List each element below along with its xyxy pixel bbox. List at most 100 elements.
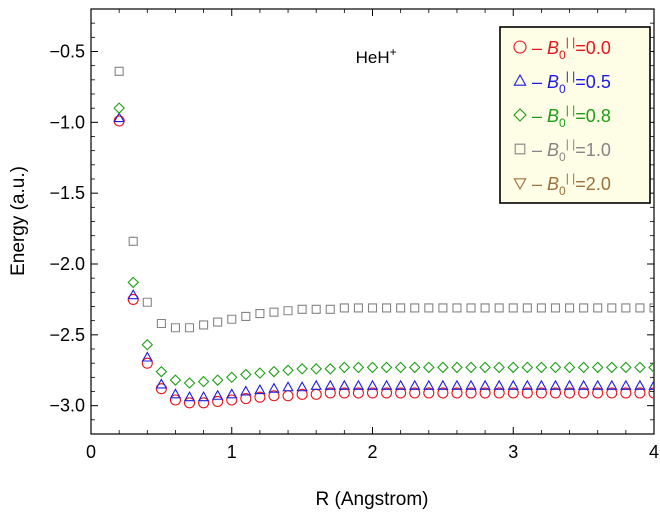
legend-label: – B0| |=0.0 <box>532 35 611 62</box>
data-point <box>535 361 548 374</box>
data-point <box>535 379 548 390</box>
data-point <box>395 387 407 399</box>
legend-entry: – B0| |=2.0 <box>513 171 611 198</box>
data-point <box>240 385 252 396</box>
data-point <box>141 351 153 362</box>
legend-superscript: | | <box>566 171 576 185</box>
data-point <box>141 357 153 369</box>
data-point <box>127 276 140 289</box>
data-point <box>648 379 654 390</box>
data-point <box>423 379 435 390</box>
y-tick-label: −1.0 <box>49 112 85 132</box>
legend-superscript: | | <box>566 137 576 151</box>
data-point <box>198 397 210 409</box>
legend-marker <box>513 40 527 54</box>
data-point <box>521 379 534 390</box>
y-tick-label: −2.5 <box>49 325 85 345</box>
data-point <box>409 379 421 390</box>
data-point <box>113 111 125 123</box>
data-point <box>310 388 322 400</box>
data-point <box>423 361 435 374</box>
data-point <box>268 382 280 393</box>
data-point <box>635 303 645 313</box>
data-point <box>226 394 238 406</box>
data-point <box>521 361 534 374</box>
data-point <box>424 303 434 313</box>
data-point <box>620 379 632 390</box>
data-point <box>493 379 505 390</box>
data-point <box>366 387 379 399</box>
data-point <box>437 379 449 390</box>
legend-dash: – <box>532 106 547 126</box>
data-point <box>423 387 435 399</box>
legend-symbol: B <box>547 106 559 126</box>
data-point <box>254 391 266 403</box>
data-point <box>549 361 562 374</box>
data-point <box>282 390 294 402</box>
data-point <box>338 379 351 390</box>
data-point <box>380 379 393 390</box>
legend-label: – B0| |=0.8 <box>532 103 611 130</box>
legend-entry: – B0| |=0.0 <box>513 35 611 62</box>
data-point <box>296 388 308 400</box>
data-point <box>128 236 138 246</box>
legend-marker <box>513 73 527 86</box>
data-point <box>211 374 224 386</box>
data-point <box>311 304 321 314</box>
data-point <box>634 379 646 390</box>
data-point <box>338 387 350 399</box>
data-point <box>197 375 210 388</box>
data-point <box>493 387 505 399</box>
legend-subscript: 0 <box>559 150 566 164</box>
data-point <box>536 303 546 313</box>
data-point <box>409 387 421 399</box>
legend-superscript: | | <box>566 35 576 49</box>
data-point <box>282 381 294 392</box>
data-point <box>408 361 421 374</box>
data-point <box>563 361 576 374</box>
x-tick-label: 3 <box>508 442 518 462</box>
data-point <box>451 387 463 399</box>
data-point <box>634 387 646 399</box>
data-point <box>169 394 181 406</box>
data-point <box>592 379 604 390</box>
legend-value: =0.0 <box>575 38 611 58</box>
data-point <box>254 367 266 379</box>
legend-symbol: B <box>547 174 559 194</box>
data-point <box>465 379 477 390</box>
data-point <box>550 303 561 313</box>
data-point <box>169 374 182 386</box>
data-point <box>169 388 182 399</box>
data-point <box>452 303 462 313</box>
legend-subscript: 0 <box>559 116 566 130</box>
data-point <box>352 361 365 374</box>
data-point <box>211 389 224 400</box>
data-point <box>282 364 294 377</box>
legend-subscript: 0 <box>559 184 566 198</box>
data-point <box>226 388 238 399</box>
data-point <box>437 387 449 399</box>
data-point <box>339 303 349 313</box>
data-point <box>240 368 252 381</box>
data-point <box>620 387 632 399</box>
x-tick-label: 4 <box>649 442 659 462</box>
data-point <box>466 303 476 313</box>
data-point <box>451 379 463 390</box>
data-point <box>479 361 491 374</box>
data-point <box>296 381 308 392</box>
data-point <box>410 303 420 313</box>
data-point <box>438 303 448 313</box>
data-point <box>225 371 238 384</box>
data-point <box>212 395 224 407</box>
data-point <box>591 361 604 374</box>
legend-label: – B0| |=1.0 <box>532 137 611 164</box>
x-tick-label: 1 <box>227 442 237 462</box>
series-group <box>114 66 654 333</box>
data-point <box>127 293 139 305</box>
data-point <box>593 303 603 313</box>
data-point <box>268 390 280 402</box>
data-point <box>605 361 618 374</box>
x-axis-title: R (Angstrom) <box>316 489 429 510</box>
data-point <box>297 304 307 314</box>
data-point <box>353 303 363 313</box>
